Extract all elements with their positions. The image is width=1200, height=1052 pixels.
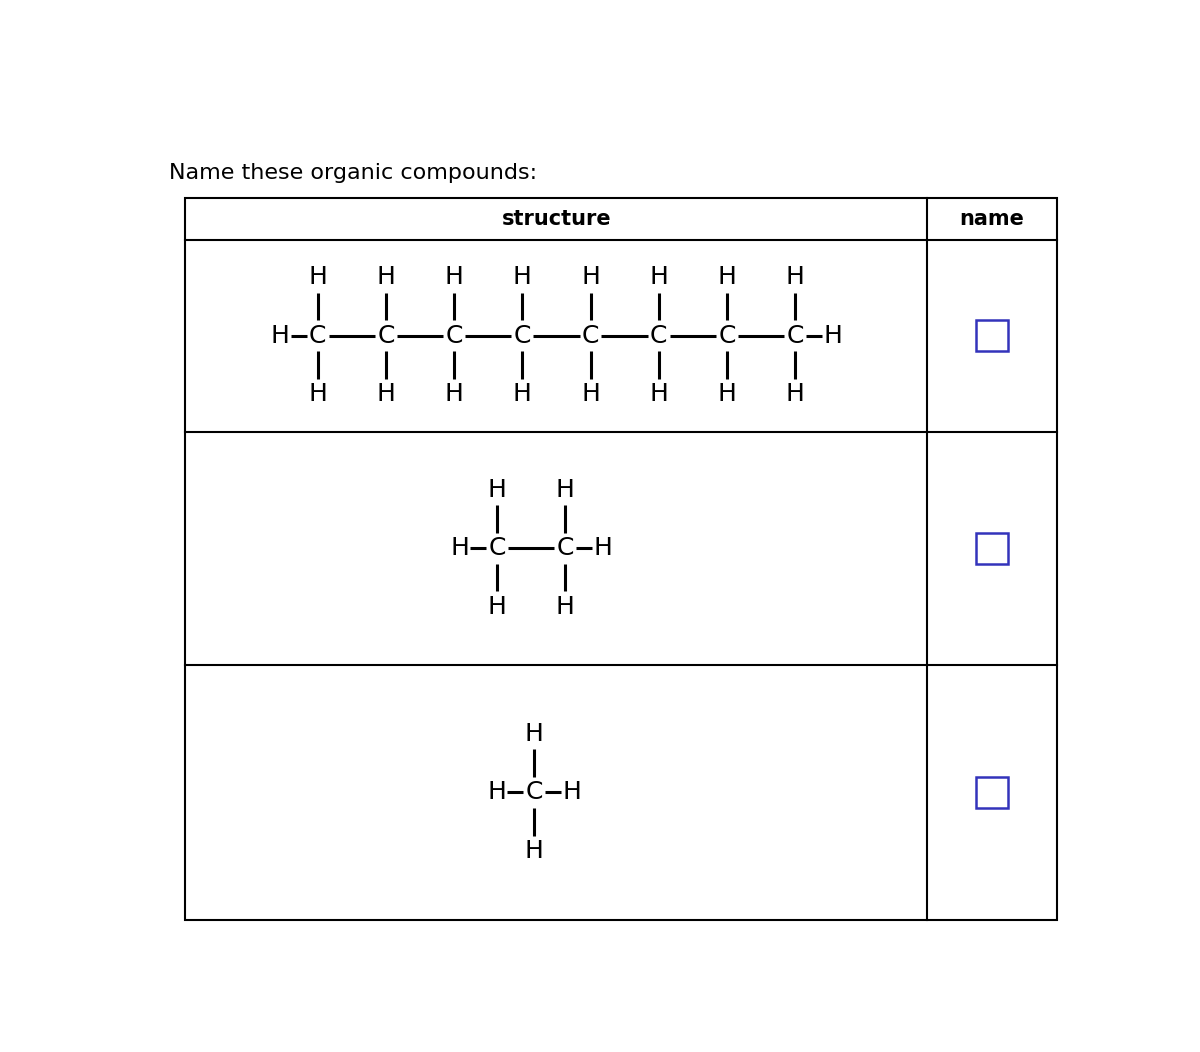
Text: H: H bbox=[487, 478, 506, 502]
Text: C: C bbox=[786, 324, 804, 347]
Text: H: H bbox=[487, 594, 506, 619]
Text: H: H bbox=[308, 265, 328, 289]
Text: H: H bbox=[823, 324, 842, 347]
Bar bbox=[185, 198, 1057, 920]
Text: C: C bbox=[445, 324, 463, 347]
Text: H: H bbox=[556, 478, 575, 502]
Text: structure: structure bbox=[502, 208, 611, 228]
Text: H: H bbox=[445, 265, 463, 289]
Text: H: H bbox=[524, 839, 544, 863]
Text: Name these organic compounds:: Name these organic compounds: bbox=[168, 163, 536, 183]
Text: H: H bbox=[649, 382, 668, 406]
Text: H: H bbox=[593, 537, 612, 561]
Text: H: H bbox=[308, 382, 328, 406]
Text: H: H bbox=[271, 324, 289, 347]
Text: C: C bbox=[526, 781, 542, 805]
Text: H: H bbox=[786, 265, 804, 289]
Text: H: H bbox=[556, 594, 575, 619]
Text: C: C bbox=[514, 324, 530, 347]
Text: H: H bbox=[524, 722, 544, 746]
Text: C: C bbox=[582, 324, 599, 347]
Text: C: C bbox=[557, 537, 574, 561]
Bar bbox=[976, 320, 1008, 351]
Text: name: name bbox=[960, 208, 1025, 228]
Text: H: H bbox=[450, 537, 469, 561]
Text: H: H bbox=[718, 265, 737, 289]
Text: H: H bbox=[649, 265, 668, 289]
Text: H: H bbox=[581, 265, 600, 289]
Bar bbox=[976, 533, 1008, 564]
Text: C: C bbox=[377, 324, 395, 347]
Text: H: H bbox=[512, 265, 532, 289]
Text: H: H bbox=[487, 781, 506, 805]
Text: H: H bbox=[445, 382, 463, 406]
Text: H: H bbox=[786, 382, 804, 406]
Text: H: H bbox=[718, 382, 737, 406]
Text: H: H bbox=[377, 382, 395, 406]
Text: C: C bbox=[488, 537, 505, 561]
Text: H: H bbox=[581, 382, 600, 406]
Text: C: C bbox=[719, 324, 736, 347]
Text: H: H bbox=[563, 781, 581, 805]
Bar bbox=[976, 777, 1008, 808]
Text: H: H bbox=[377, 265, 395, 289]
Text: C: C bbox=[650, 324, 667, 347]
Text: C: C bbox=[310, 324, 326, 347]
Text: H: H bbox=[512, 382, 532, 406]
